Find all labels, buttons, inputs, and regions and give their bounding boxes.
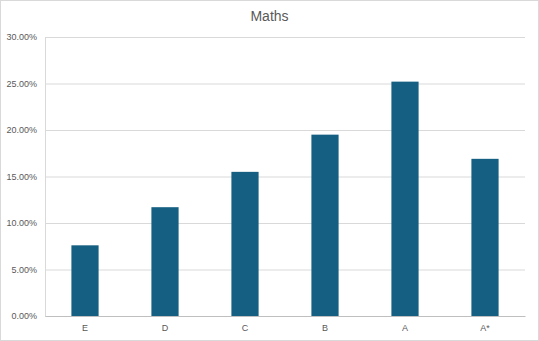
y-tick-label: 30.00% [6, 32, 37, 42]
bar [151, 207, 178, 316]
bar [71, 245, 98, 316]
x-tick: E [82, 316, 88, 333]
grid-line [45, 177, 525, 178]
y-tick: 20.00% [6, 125, 45, 135]
y-tick-label: 20.00% [6, 125, 37, 135]
grid-line [45, 316, 525, 317]
x-tick-label: A* [480, 323, 490, 333]
x-tick-label: D [162, 323, 169, 333]
bar [471, 159, 498, 316]
y-axis-line [45, 38, 46, 317]
y-tick-label: 10.00% [6, 218, 37, 228]
y-tick: 15.00% [6, 172, 45, 182]
y-tick-label: 5.00% [11, 265, 37, 275]
y-tick-label: 25.00% [6, 79, 37, 89]
bar [231, 172, 258, 316]
x-tick: A [402, 316, 408, 333]
bars [71, 82, 498, 316]
x-tick-label: A [402, 323, 408, 333]
grid-line [45, 84, 525, 85]
y-tick: 0.00% [11, 311, 45, 321]
bar [391, 82, 418, 316]
grid [45, 38, 525, 317]
x-axis: E D C B A A* [46, 316, 526, 333]
y-tick: 5.00% [11, 265, 45, 275]
grid-line [45, 223, 525, 224]
y-tick: 10.00% [6, 218, 45, 228]
x-axis-line [46, 316, 526, 317]
x-tick-label: C [242, 323, 249, 333]
bar [311, 135, 338, 316]
y-tick: 30.00% [6, 32, 45, 42]
x-tick: A* [480, 316, 490, 333]
x-tick-label: E [82, 323, 88, 333]
grid-line [45, 130, 525, 131]
chart: 0.00% 5.00% 10.00% 15.00% 20.00% 25.00% 30.00%… [0, 0, 539, 341]
x-tick: B [322, 316, 328, 333]
grid-line [45, 37, 525, 38]
grid-line [45, 270, 525, 271]
x-tick: D [162, 316, 169, 333]
x-tick: C [242, 316, 249, 333]
title: Maths [250, 8, 288, 24]
y-axis: 0.00% 5.00% 10.00% 15.00% 20.00% 25.00% 30.00% [6, 32, 45, 321]
y-tick-label: 15.00% [6, 172, 37, 182]
y-tick-label: 0.00% [11, 311, 37, 321]
x-tick-label: B [322, 323, 328, 333]
y-tick: 25.00% [6, 79, 45, 89]
chart-frame [1, 1, 539, 341]
